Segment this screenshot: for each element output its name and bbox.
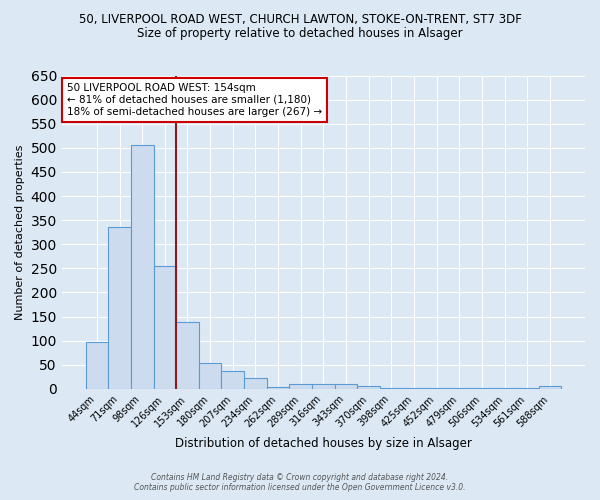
Text: Contains HM Land Registry data © Crown copyright and database right 2024.
Contai: Contains HM Land Registry data © Crown c… [134, 473, 466, 492]
Bar [131, 146, 154, 389]
Bar [539, 386, 561, 389]
Bar [335, 384, 358, 389]
Bar [221, 370, 244, 389]
Bar [244, 378, 267, 389]
Bar [267, 387, 289, 389]
Bar [108, 228, 131, 389]
Bar [176, 322, 199, 389]
Bar [199, 364, 221, 389]
X-axis label: Distribution of detached houses by size in Alsager: Distribution of detached houses by size … [175, 437, 472, 450]
Text: 50 LIVERPOOL ROAD WEST: 154sqm
← 81% of detached houses are smaller (1,180)
18% : 50 LIVERPOOL ROAD WEST: 154sqm ← 81% of … [67, 84, 322, 116]
Bar [86, 342, 108, 389]
Text: Size of property relative to detached houses in Alsager: Size of property relative to detached ho… [137, 28, 463, 40]
Bar [312, 384, 335, 389]
Bar [289, 384, 312, 389]
Bar [358, 386, 380, 389]
Bar [154, 266, 176, 389]
Text: 50, LIVERPOOL ROAD WEST, CHURCH LAWTON, STOKE-ON-TRENT, ST7 3DF: 50, LIVERPOOL ROAD WEST, CHURCH LAWTON, … [79, 12, 521, 26]
Y-axis label: Number of detached properties: Number of detached properties [15, 144, 25, 320]
